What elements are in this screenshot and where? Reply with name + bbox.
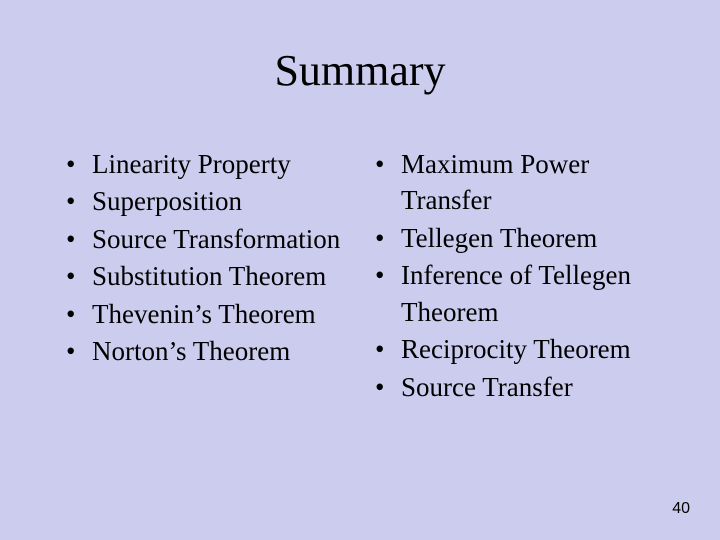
bullet-icon: • xyxy=(369,257,401,293)
bullet-icon: • xyxy=(60,183,92,219)
right-column: • Maximum Power Transfer • Tellegen Theo… xyxy=(369,146,660,406)
bullet-text: Source Transfer xyxy=(401,369,660,405)
bullet-icon: • xyxy=(60,221,92,257)
right-bullet-list: • Maximum Power Transfer • Tellegen Theo… xyxy=(369,146,660,405)
list-item: • Maximum Power Transfer xyxy=(369,146,660,219)
bullet-text: Norton’s Theorem xyxy=(92,333,351,369)
bullet-text: Tellegen Theorem xyxy=(401,220,660,256)
list-item: • Source Transfer xyxy=(369,369,660,405)
list-item: • Substitution Theorem xyxy=(60,258,351,294)
page-number: 40 xyxy=(672,500,690,518)
left-column: • Linearity Property • Superposition • S… xyxy=(60,146,351,406)
bullet-icon: • xyxy=(60,146,92,182)
slide: Summary • Linearity Property • Superposi… xyxy=(0,0,720,540)
bullet-icon: • xyxy=(60,333,92,369)
bullet-icon: • xyxy=(369,331,401,367)
bullet-text: Maximum Power Transfer xyxy=(401,146,660,219)
bullet-icon: • xyxy=(60,258,92,294)
list-item: • Tellegen Theorem xyxy=(369,220,660,256)
left-bullet-list: • Linearity Property • Superposition • S… xyxy=(60,146,351,370)
bullet-icon: • xyxy=(369,146,401,182)
bullet-text: Thevenin’s Theorem xyxy=(92,296,351,332)
list-item: • Thevenin’s Theorem xyxy=(60,296,351,332)
list-item: • Reciprocity Theorem xyxy=(369,331,660,367)
list-item: • Superposition xyxy=(60,183,351,219)
list-item: • Source Transformation xyxy=(60,221,351,257)
list-item: • Norton’s Theorem xyxy=(60,333,351,369)
list-item: • Inference of Tellegen Theorem xyxy=(369,257,660,330)
bullet-text: Linearity Property xyxy=(92,146,351,182)
bullet-text: Source Transformation xyxy=(92,221,351,257)
bullet-icon: • xyxy=(369,220,401,256)
bullet-icon: • xyxy=(369,369,401,405)
bullet-text: Superposition xyxy=(92,183,351,219)
bullet-text: Inference of Tellegen Theorem xyxy=(401,257,660,330)
bullet-icon: • xyxy=(60,296,92,332)
bullet-text: Substitution Theorem xyxy=(92,258,351,294)
list-item: • Linearity Property xyxy=(60,146,351,182)
slide-title: Summary xyxy=(60,45,660,96)
content-columns: • Linearity Property • Superposition • S… xyxy=(60,146,660,406)
bullet-text: Reciprocity Theorem xyxy=(401,331,660,367)
